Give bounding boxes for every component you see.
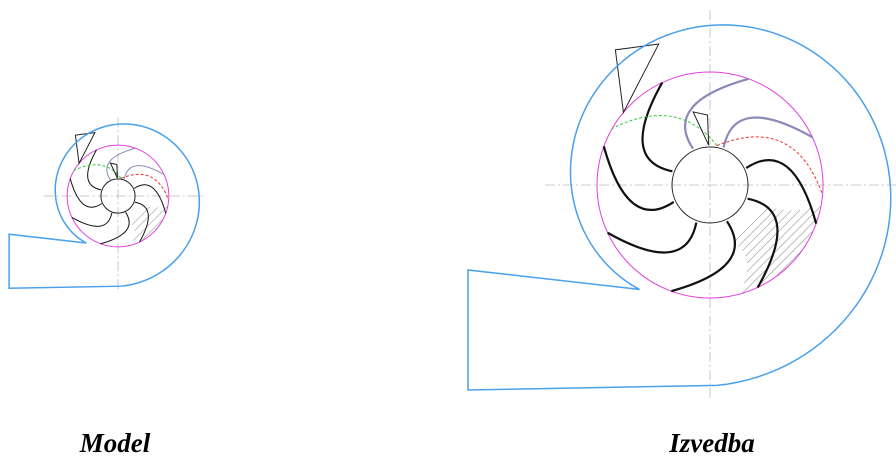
full-scale-label: Izvedba xyxy=(668,428,754,458)
blade xyxy=(134,184,167,214)
blade xyxy=(602,146,675,212)
streamline xyxy=(611,115,718,146)
blade xyxy=(69,178,102,208)
impeller-outer xyxy=(596,71,824,299)
streamline xyxy=(73,164,122,179)
blade xyxy=(641,82,673,173)
blade xyxy=(100,212,130,245)
blade xyxy=(123,165,165,180)
velocity-triangle xyxy=(109,162,118,179)
blade xyxy=(745,158,818,224)
fan-drawings xyxy=(8,10,896,400)
impeller-outer xyxy=(66,144,170,248)
hub xyxy=(671,146,749,224)
blade xyxy=(134,201,149,243)
blade xyxy=(722,116,813,148)
blade xyxy=(106,147,136,180)
blade xyxy=(607,222,698,254)
streamline xyxy=(120,173,170,201)
volute xyxy=(467,24,892,391)
blade xyxy=(71,212,113,227)
streamline xyxy=(716,136,824,196)
blade xyxy=(683,77,749,150)
blade xyxy=(87,149,102,191)
hub xyxy=(100,178,136,214)
hatched-passage xyxy=(127,204,169,246)
blade xyxy=(747,197,779,288)
model-label: Model xyxy=(79,428,151,458)
velocity-triangle xyxy=(692,111,710,146)
volute xyxy=(8,123,201,290)
hatched-passage xyxy=(730,204,822,295)
velocity-triangle xyxy=(74,131,96,165)
blade xyxy=(671,220,737,293)
velocity-triangle xyxy=(614,43,660,115)
